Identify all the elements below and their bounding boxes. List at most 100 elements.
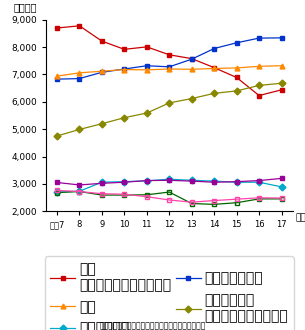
情報通信産業 [280, 185, 283, 189]
公務 [100, 193, 104, 197]
小売 [257, 64, 261, 68]
建設
（除電気通信施設建設） [145, 45, 149, 49]
情報通信産業 [167, 177, 171, 181]
小売 [55, 74, 59, 78]
建設
（除電気通信施設建設） [77, 24, 81, 28]
Line: 教育: 教育 [55, 188, 284, 205]
医療・保健、
その他の公共サービス [167, 101, 171, 105]
卸売 [235, 180, 239, 184]
卸売 [257, 179, 261, 182]
対個人サービス [280, 36, 283, 40]
Line: 情報通信産業: 情報通信産業 [55, 177, 284, 194]
教育 [257, 196, 261, 200]
医療・保健、
その他の公共サービス [257, 83, 261, 87]
Line: 建設
（除電気通信施設建設）: 建設 （除電気通信施設建設） [55, 23, 284, 98]
教育 [123, 192, 126, 196]
建設
（除電気通信施設建設） [190, 57, 194, 61]
情報通信産業 [235, 180, 239, 184]
Line: 医療・保健、
その他の公共サービス: 医療・保健、 その他の公共サービス [55, 81, 284, 139]
建設
（除電気通信施設建設） [100, 39, 104, 43]
Line: 公務: 公務 [55, 189, 284, 207]
対個人サービス [55, 77, 59, 81]
教育 [77, 189, 81, 193]
公務 [123, 193, 126, 197]
公務 [212, 202, 216, 206]
医療・保健、
その他の公共サービス [55, 134, 59, 138]
卸売 [55, 181, 59, 184]
対個人サービス [190, 57, 194, 61]
公務 [257, 197, 261, 201]
Text: （千人）: （千人） [14, 2, 37, 12]
対個人サービス [145, 64, 149, 68]
対個人サービス [257, 36, 261, 40]
医療・保健、
その他の公共サービス [235, 89, 239, 93]
対個人サービス [100, 70, 104, 74]
Text: （年）: （年） [295, 213, 305, 222]
Text: （出典）「情報通信による経済成長に関する調査」: （出典）「情報通信による経済成長に関する調査」 [99, 321, 206, 330]
情報通信産業 [100, 180, 104, 184]
情報通信産業 [55, 190, 59, 194]
情報通信産業 [77, 189, 81, 193]
公務 [190, 202, 194, 206]
建設
（除電気通信施設建設） [257, 94, 261, 98]
医療・保健、
その他の公共サービス [212, 91, 216, 95]
小売 [235, 66, 239, 70]
情報通信産業 [145, 179, 149, 183]
医療・保健、
その他の公共サービス [190, 97, 194, 101]
Line: 小売: 小売 [55, 63, 284, 79]
対個人サービス [235, 41, 239, 45]
小売 [145, 68, 149, 72]
教育 [100, 192, 104, 196]
対個人サービス [77, 77, 81, 81]
小売 [167, 67, 171, 71]
Line: 卸売: 卸売 [55, 176, 284, 187]
公務 [77, 189, 81, 193]
情報通信産業 [257, 180, 261, 184]
情報通信産業 [212, 179, 216, 183]
小売 [280, 64, 283, 68]
医療・保健、
その他の公共サービス [77, 127, 81, 131]
卸売 [123, 180, 126, 184]
小売 [212, 66, 216, 70]
教育 [190, 200, 194, 204]
公務 [145, 193, 149, 197]
対個人サービス [167, 65, 171, 69]
教育 [235, 197, 239, 201]
公務 [235, 201, 239, 205]
教育 [55, 188, 59, 192]
小売 [77, 71, 81, 75]
小売 [190, 67, 194, 71]
教育 [212, 199, 216, 203]
公務 [55, 191, 59, 195]
Legend: 建設
（除電気通信施設建設）, 小売, 情報通信産業, 公務, 対個人サービス, 医療・保健、
その他の公共サービス, 卸売, 教育: 建設 （除電気通信施設建設）, 小売, 情報通信産業, 公務, 対個人サービス,… [45, 256, 294, 330]
卸売 [280, 177, 283, 181]
建設
（除電気通信施設建設） [235, 76, 239, 80]
卸売 [212, 180, 216, 184]
教育 [145, 195, 149, 199]
卸売 [167, 178, 171, 182]
建設
（除電気通信施設建設） [280, 88, 283, 92]
情報通信産業 [123, 180, 126, 184]
小売 [100, 69, 104, 73]
情報通信産業 [190, 178, 194, 182]
卸売 [100, 181, 104, 185]
卸売 [190, 179, 194, 183]
公務 [280, 197, 283, 201]
医療・保健、
その他の公共サービス [100, 122, 104, 126]
公務 [167, 190, 171, 194]
建設
（除電気通信施設建設） [212, 66, 216, 70]
建設
（除電気通信施設建設） [123, 47, 126, 51]
卸売 [145, 179, 149, 182]
小売 [123, 68, 126, 72]
医療・保健、
その他の公共サービス [123, 116, 126, 120]
建設
（除電気通信施設建設） [55, 26, 59, 30]
医療・保健、
その他の公共サービス [280, 81, 283, 85]
卸売 [77, 183, 81, 187]
教育 [167, 198, 171, 202]
対個人サービス [123, 67, 126, 71]
Line: 対個人サービス: 対個人サービス [55, 35, 284, 82]
建設
（除電気通信施設建設） [167, 53, 171, 57]
教育 [280, 196, 283, 200]
対個人サービス [212, 47, 216, 50]
医療・保健、
その他の公共サービス [145, 111, 149, 115]
